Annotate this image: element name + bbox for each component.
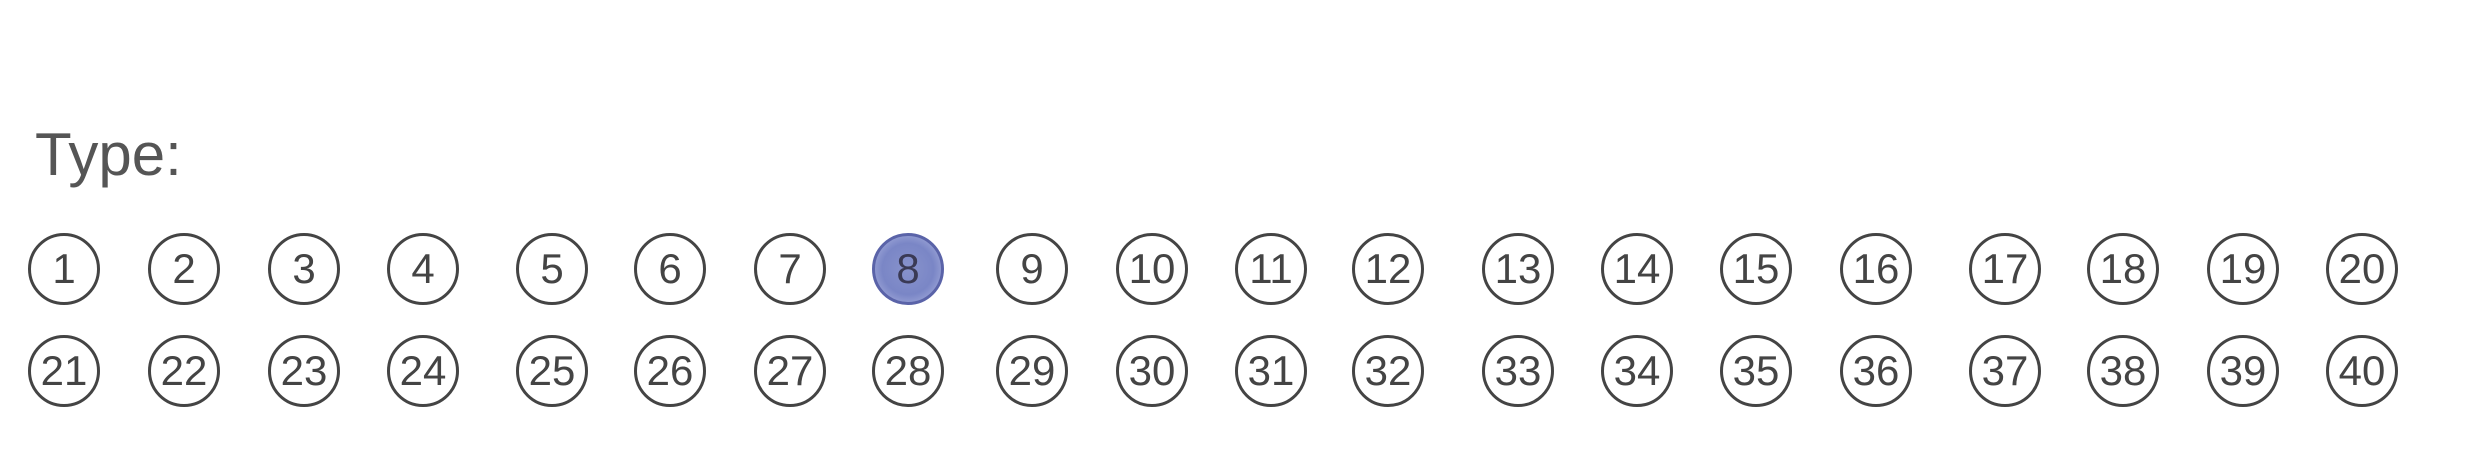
bubble-row-1: 1 2 3 4 5 6 7 8 9 10 11 12 13 14 15 16 1… bbox=[0, 233, 2480, 313]
option-bubble-4[interactable]: 4 bbox=[387, 233, 459, 305]
option-bubble-18[interactable]: 18 bbox=[2087, 233, 2159, 305]
option-bubble-19[interactable]: 19 bbox=[2207, 233, 2279, 305]
option-bubble-39[interactable]: 39 bbox=[2207, 335, 2279, 407]
option-bubble-14[interactable]: 14 bbox=[1601, 233, 1673, 305]
option-bubble-9[interactable]: 9 bbox=[996, 233, 1068, 305]
option-bubble-29[interactable]: 29 bbox=[996, 335, 1068, 407]
option-bubble-33[interactable]: 33 bbox=[1482, 335, 1554, 407]
option-bubble-40[interactable]: 40 bbox=[2326, 335, 2398, 407]
option-bubble-32[interactable]: 32 bbox=[1352, 335, 1424, 407]
option-bubble-36[interactable]: 36 bbox=[1840, 335, 1912, 407]
option-bubble-17[interactable]: 17 bbox=[1969, 233, 2041, 305]
option-bubble-8[interactable]: 8 bbox=[872, 233, 944, 305]
option-bubble-25[interactable]: 25 bbox=[516, 335, 588, 407]
option-bubble-21[interactable]: 21 bbox=[28, 335, 100, 407]
option-bubble-16[interactable]: 16 bbox=[1840, 233, 1912, 305]
option-bubble-37[interactable]: 37 bbox=[1969, 335, 2041, 407]
option-bubble-22[interactable]: 22 bbox=[148, 335, 220, 407]
option-bubble-2[interactable]: 2 bbox=[148, 233, 220, 305]
option-bubble-31[interactable]: 31 bbox=[1235, 335, 1307, 407]
option-bubble-20[interactable]: 20 bbox=[2326, 233, 2398, 305]
option-bubble-10[interactable]: 10 bbox=[1116, 233, 1188, 305]
option-bubble-30[interactable]: 30 bbox=[1116, 335, 1188, 407]
option-bubble-12[interactable]: 12 bbox=[1352, 233, 1424, 305]
option-bubble-24[interactable]: 24 bbox=[387, 335, 459, 407]
option-bubble-6[interactable]: 6 bbox=[634, 233, 706, 305]
option-bubble-11[interactable]: 11 bbox=[1235, 233, 1307, 305]
type-label: Type: bbox=[35, 121, 182, 188]
option-bubble-38[interactable]: 38 bbox=[2087, 335, 2159, 407]
option-bubble-1[interactable]: 1 bbox=[28, 233, 100, 305]
option-bubble-27[interactable]: 27 bbox=[754, 335, 826, 407]
option-bubble-5[interactable]: 5 bbox=[516, 233, 588, 305]
option-bubble-7[interactable]: 7 bbox=[754, 233, 826, 305]
option-bubble-13[interactable]: 13 bbox=[1482, 233, 1554, 305]
option-bubble-3[interactable]: 3 bbox=[268, 233, 340, 305]
option-bubble-26[interactable]: 26 bbox=[634, 335, 706, 407]
option-bubble-15[interactable]: 15 bbox=[1720, 233, 1792, 305]
bubble-row-2: 21 22 23 24 25 26 27 28 29 30 31 32 33 3… bbox=[0, 335, 2480, 415]
option-bubble-28[interactable]: 28 bbox=[872, 335, 944, 407]
option-bubble-35[interactable]: 35 bbox=[1720, 335, 1792, 407]
option-bubble-23[interactable]: 23 bbox=[268, 335, 340, 407]
option-bubble-34[interactable]: 34 bbox=[1601, 335, 1673, 407]
